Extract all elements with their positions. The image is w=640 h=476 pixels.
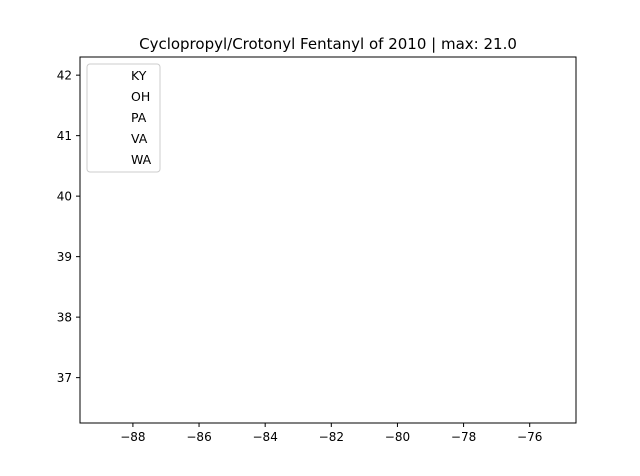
legend-box <box>86 63 161 173</box>
y-tick-label: 39 <box>57 250 72 264</box>
legend-entry: KY <box>131 68 147 83</box>
x-tick-label: −78 <box>451 430 476 444</box>
y-tick-label: 40 <box>57 190 72 204</box>
legend-entry: WA <box>131 152 152 167</box>
x-tick-label: −76 <box>517 430 542 444</box>
plot-area <box>79 56 577 424</box>
y-tick-label: 42 <box>57 69 72 83</box>
x-tick-label: −82 <box>319 430 344 444</box>
legend-entry: OH <box>131 89 150 104</box>
legend-entry: VA <box>131 131 148 146</box>
x-tick-label: −80 <box>385 430 410 444</box>
y-tick-label: 37 <box>57 371 72 385</box>
x-tick-label: −86 <box>186 430 211 444</box>
x-tick-label: −84 <box>253 430 278 444</box>
x-tick-label: −88 <box>120 430 145 444</box>
y-tick-label: 41 <box>57 129 72 143</box>
x-axis: −88 −86 −84 −82 −80 −78 −76 <box>120 423 542 444</box>
y-tick-label: 38 <box>57 311 72 325</box>
chart-title: Cyclopropyl/Crotonyl Fentanyl of 2010 | … <box>139 35 517 53</box>
legend-entry: PA <box>131 110 147 125</box>
legend: KY OH PA VA WA <box>86 63 161 173</box>
y-axis: 37 38 39 40 41 42 <box>57 69 80 385</box>
